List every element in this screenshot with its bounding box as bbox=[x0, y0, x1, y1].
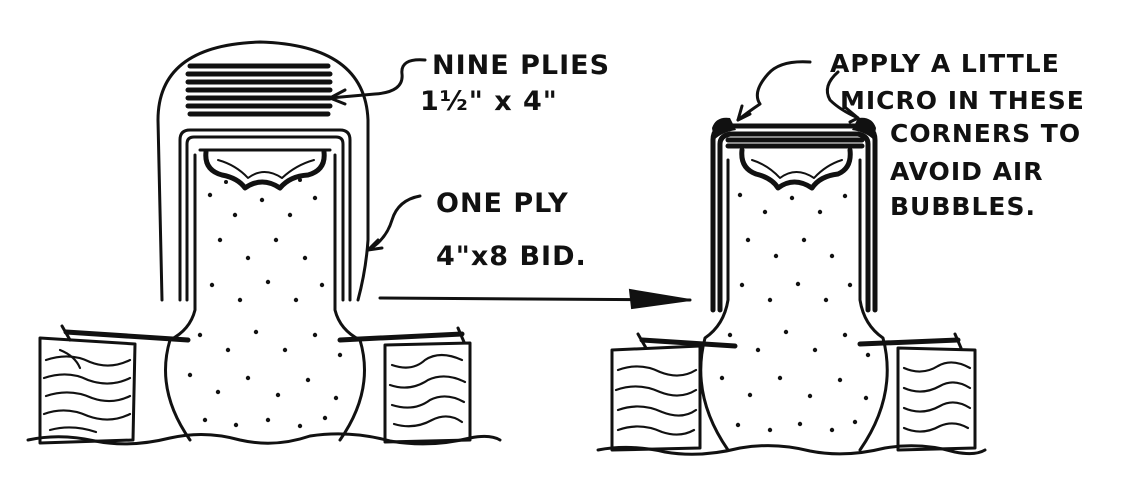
left-foam-dots bbox=[187, 178, 343, 429]
right-nail-left bbox=[639, 337, 738, 349]
label-nine-plies: NINE PLIES bbox=[432, 50, 610, 81]
note-line-1: APPLY A LITTLE bbox=[830, 49, 1060, 78]
left-bid-ply bbox=[178, 128, 352, 302]
left-envelope-outline bbox=[156, 40, 370, 302]
left-nine-plies bbox=[185, 63, 333, 117]
note-line-2: MICRO IN THESE bbox=[840, 86, 1085, 115]
right-wood-block-right bbox=[896, 346, 977, 452]
left-foam-core bbox=[164, 153, 366, 442]
label-nine-plies-size: 1½" x 4" bbox=[420, 86, 558, 117]
transition-arrow bbox=[378, 288, 692, 310]
right-nail-right bbox=[857, 337, 961, 347]
right-wood-block-left bbox=[610, 344, 702, 452]
callout-arrow-corner-left bbox=[736, 60, 812, 122]
right-assembly: APPLY A LITTLE MICRO IN THESE CORNERS TO… bbox=[596, 49, 1085, 456]
right-foam-dots bbox=[719, 192, 871, 433]
right-ground-line bbox=[596, 444, 987, 456]
note-line-4: AVOID AIR bbox=[890, 157, 1043, 186]
callout-arrow-one-ply bbox=[366, 194, 422, 252]
right-foam-core bbox=[699, 158, 889, 452]
left-wood-block-left bbox=[38, 336, 137, 445]
left-wood-block-right bbox=[383, 341, 472, 444]
label-one-ply-size: 4"x8 BID. bbox=[436, 241, 587, 272]
note-line-5: BUBBLES. bbox=[890, 192, 1036, 221]
micro-corner-right bbox=[852, 117, 876, 140]
micro-corner-left bbox=[712, 117, 736, 140]
left-nail-left bbox=[63, 329, 191, 343]
callout-arrow-nine-plies bbox=[328, 58, 427, 100]
note-line-3: CORNERS TO bbox=[890, 119, 1081, 148]
label-one-ply: ONE PLY bbox=[436, 188, 569, 219]
callout-arrow-corner-right bbox=[825, 70, 860, 120]
left-extrusion bbox=[203, 149, 327, 191]
left-assembly: NINE PLIES 1½" x 4" ONE PLY 4"x8 BID. bbox=[26, 40, 610, 446]
right-extrusion bbox=[739, 147, 853, 191]
